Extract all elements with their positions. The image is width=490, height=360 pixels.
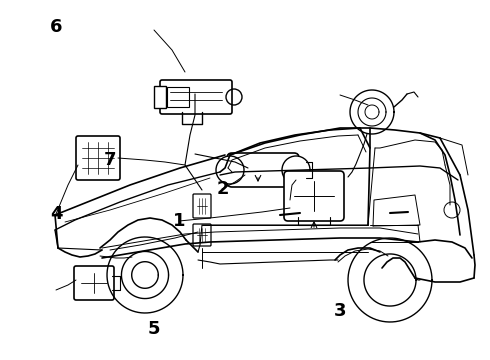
FancyBboxPatch shape [74,266,114,300]
Text: 3: 3 [334,302,347,320]
Bar [167,87,189,107]
Text: 2: 2 [217,180,229,198]
Circle shape [282,156,310,184]
Text: 6: 6 [50,18,63,36]
Text: 5: 5 [148,320,161,338]
FancyBboxPatch shape [160,80,232,114]
FancyBboxPatch shape [76,136,120,180]
Bar [154,86,166,108]
Text: 1: 1 [172,212,185,230]
FancyBboxPatch shape [227,153,299,187]
Text: 7: 7 [104,151,117,169]
Circle shape [216,156,244,184]
FancyBboxPatch shape [284,171,344,221]
FancyBboxPatch shape [193,224,211,246]
FancyBboxPatch shape [193,194,211,218]
Text: 4: 4 [50,205,63,223]
